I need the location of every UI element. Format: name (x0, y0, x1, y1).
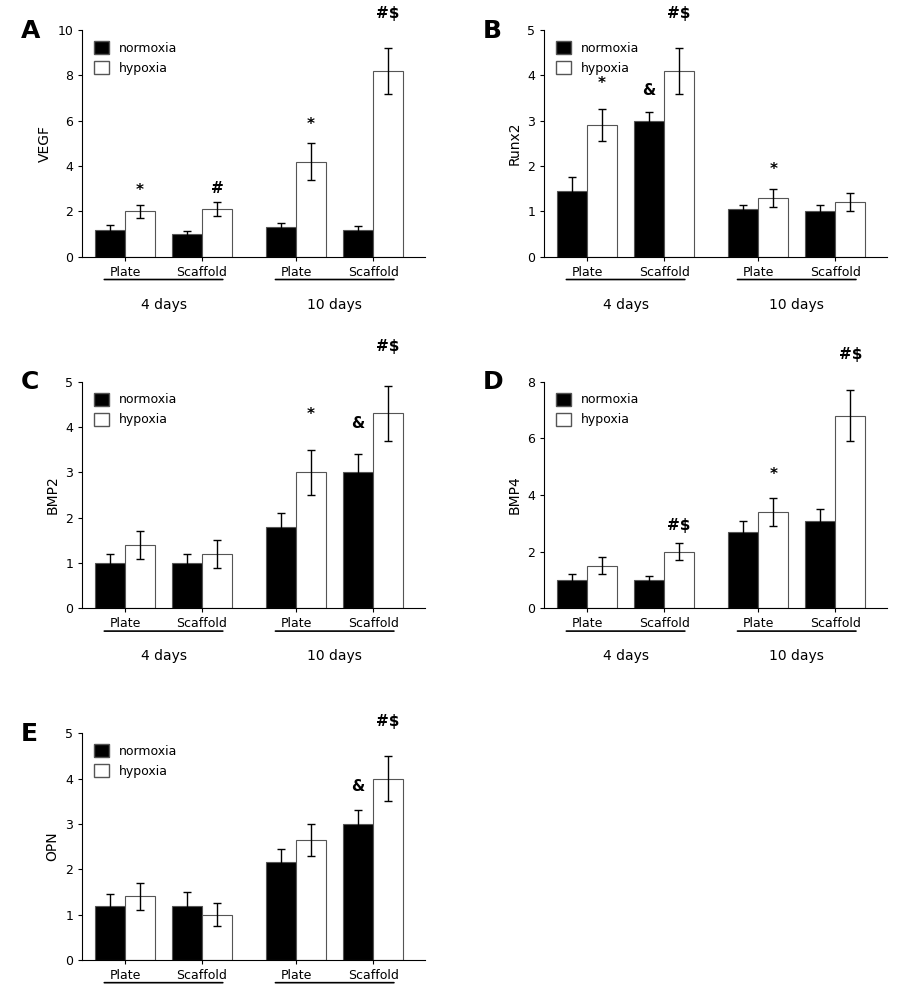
Bar (95, 230, 125, 257)
Bar (172, 234, 202, 257)
Bar (759, 512, 788, 608)
Text: *: * (770, 162, 777, 177)
Y-axis label: VEGF: VEGF (37, 125, 52, 162)
Text: #$: #$ (667, 518, 691, 533)
Bar (835, 202, 866, 257)
Bar (634, 121, 664, 257)
Legend: normoxia, hypoxia: normoxia, hypoxia (550, 36, 644, 80)
Bar (172, 906, 202, 960)
Y-axis label: BMP4: BMP4 (508, 476, 522, 514)
Bar (373, 413, 403, 608)
Bar (125, 211, 155, 257)
Bar (587, 566, 617, 608)
Text: *: * (598, 76, 606, 91)
Bar (344, 824, 373, 960)
Y-axis label: BMP2: BMP2 (46, 476, 59, 514)
Text: #$: #$ (667, 6, 691, 21)
Y-axis label: Runx2: Runx2 (508, 122, 522, 165)
Text: E: E (21, 722, 37, 746)
Bar (373, 71, 403, 257)
Bar (125, 896, 155, 960)
Bar (728, 532, 759, 608)
Bar (266, 862, 296, 960)
Bar (587, 125, 617, 257)
Text: 10 days: 10 days (307, 649, 362, 663)
Text: #$: #$ (377, 6, 399, 21)
Bar (664, 71, 694, 257)
Text: 4 days: 4 days (141, 298, 186, 312)
Text: *: * (136, 183, 144, 198)
Bar (634, 580, 664, 608)
Bar (125, 545, 155, 608)
Bar (558, 580, 587, 608)
Text: #: # (210, 181, 223, 196)
Text: &: & (352, 779, 365, 794)
Text: *: * (770, 467, 777, 482)
Text: *: * (307, 407, 315, 422)
Text: 4 days: 4 days (141, 649, 186, 663)
Bar (759, 198, 788, 257)
Bar (296, 472, 326, 608)
Bar (266, 527, 296, 608)
Bar (664, 552, 694, 608)
Text: 10 days: 10 days (307, 298, 362, 312)
Text: C: C (21, 370, 39, 394)
Y-axis label: OPN: OPN (46, 832, 59, 861)
Legend: normoxia, hypoxia: normoxia, hypoxia (89, 739, 182, 783)
Bar (95, 906, 125, 960)
Legend: normoxia, hypoxia: normoxia, hypoxia (550, 388, 644, 431)
Bar (805, 521, 835, 608)
Text: 10 days: 10 days (770, 649, 824, 663)
Bar (728, 209, 759, 257)
Text: &: & (352, 416, 365, 431)
Text: #$: #$ (377, 714, 399, 729)
Bar (296, 162, 326, 257)
Text: A: A (21, 19, 40, 43)
Bar (172, 563, 202, 608)
Bar (344, 472, 373, 608)
Text: #$: #$ (377, 339, 399, 354)
Text: *: * (307, 117, 315, 132)
Text: B: B (483, 19, 502, 43)
Legend: normoxia, hypoxia: normoxia, hypoxia (89, 388, 182, 431)
Bar (805, 211, 835, 257)
Bar (835, 416, 866, 608)
Bar (95, 563, 125, 608)
Bar (296, 840, 326, 960)
Bar (558, 191, 587, 257)
Bar (344, 230, 373, 257)
Legend: normoxia, hypoxia: normoxia, hypoxia (89, 36, 182, 80)
Text: #$: #$ (838, 347, 862, 362)
Bar (202, 915, 232, 960)
Text: D: D (483, 370, 504, 394)
Bar (266, 227, 296, 257)
Text: 4 days: 4 days (602, 649, 649, 663)
Bar (373, 779, 403, 960)
Text: 10 days: 10 days (770, 298, 824, 312)
Bar (202, 554, 232, 608)
Text: &: & (643, 83, 655, 98)
Bar (202, 209, 232, 257)
Text: 4 days: 4 days (602, 298, 649, 312)
